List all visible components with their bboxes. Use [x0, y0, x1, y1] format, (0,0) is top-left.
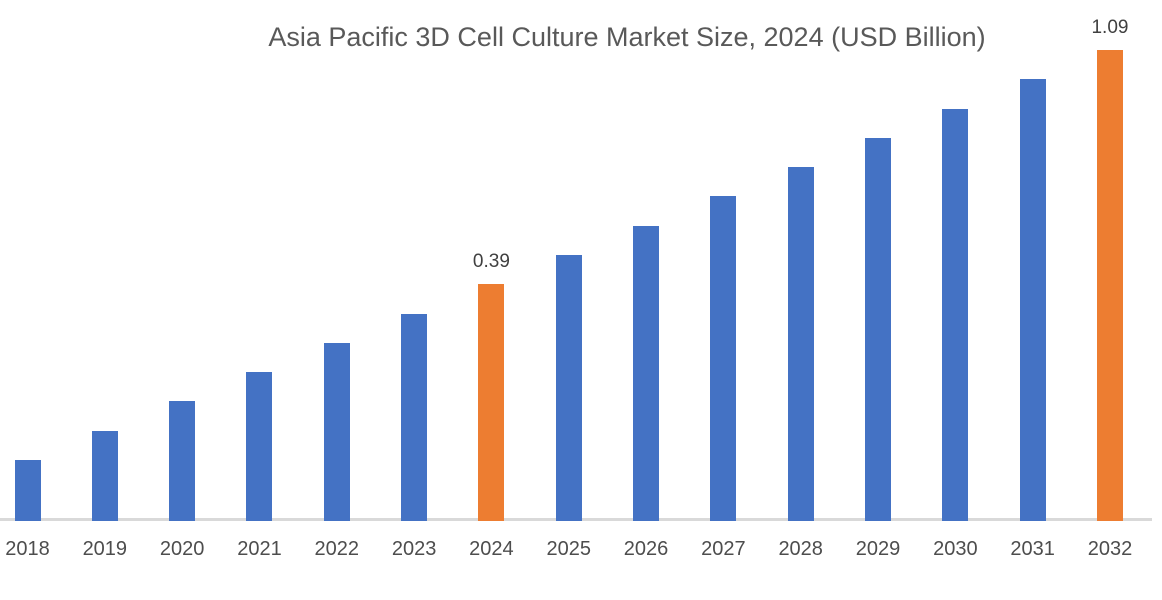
x-tick-2022: 2022: [314, 538, 360, 560]
bar-2032: [1096, 50, 1123, 521]
x-tick-2030: 2030: [933, 538, 978, 560]
x-tick-2029: 2029: [855, 538, 901, 560]
x-tick-2020: 2020: [159, 538, 205, 560]
x-tick-2028: 2028: [778, 538, 823, 560]
x-tick-2021: 2021: [237, 538, 282, 560]
bar-2021: [246, 372, 273, 521]
bar-2020: [169, 401, 196, 521]
x-tick-2026: 2026: [623, 538, 669, 560]
x-tick-2018: 2018: [5, 538, 50, 560]
x-tick-2031: 2031: [1010, 538, 1055, 560]
bar-2027: [710, 196, 737, 521]
chart-title: Asia Pacific 3D Cell Culture Market Size…: [268, 22, 986, 52]
bar-2023: [401, 314, 428, 521]
bar-2018: [14, 460, 41, 521]
x-tick-2019: 2019: [82, 538, 128, 560]
x-tick-2024: 2024: [469, 538, 514, 560]
bar-2031: [1019, 79, 1046, 521]
bar-2029: [865, 138, 892, 521]
bar-2030: [942, 109, 969, 521]
x-tick-2027: 2027: [701, 538, 746, 560]
bar-2025: [555, 255, 582, 521]
bar-2024: [478, 284, 505, 521]
x-tick-2023: 2023: [391, 538, 437, 560]
x-tick-2025: 2025: [546, 538, 591, 560]
bar-2028: [787, 167, 814, 521]
bar-2019: [91, 431, 118, 521]
bar-2026: [633, 226, 660, 521]
data-label-2032: 1.09: [1091, 17, 1129, 38]
x-tick-2032: 2032: [1087, 538, 1133, 560]
data-label-2024: 0.39: [472, 251, 510, 272]
bar-2022: [323, 343, 350, 521]
